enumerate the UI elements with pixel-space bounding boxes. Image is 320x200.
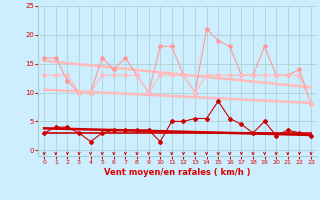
X-axis label: Vent moyen/en rafales ( km/h ): Vent moyen/en rafales ( km/h ) — [104, 168, 251, 177]
